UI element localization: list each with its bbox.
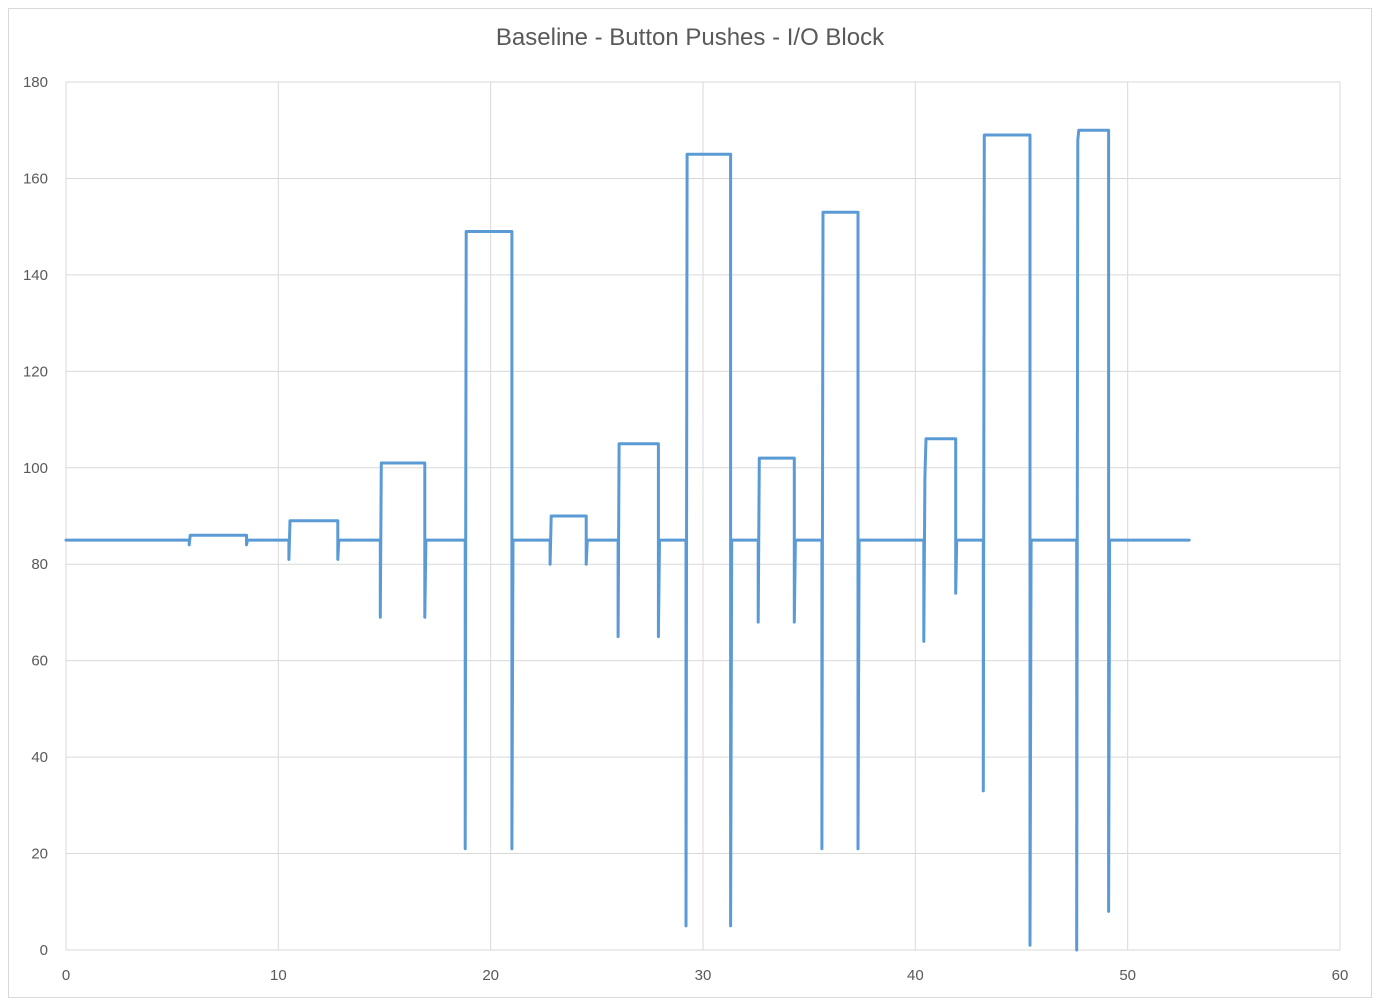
- y-tick-label: 160: [23, 170, 48, 187]
- series-group: [64, 128, 1191, 952]
- chart-title: Baseline - Button Pushes - I/O Block: [495, 24, 885, 51]
- x-tick-label: 30: [695, 967, 712, 984]
- gridlines: [66, 81, 1341, 950]
- axes: [65, 82, 1340, 951]
- y-tick-label: 100: [23, 460, 48, 477]
- y-tick-label: 20: [31, 846, 48, 863]
- x-tick-label: 50: [1119, 967, 1136, 984]
- x-tick-label: 0: [62, 967, 70, 984]
- x-tick-label: 20: [482, 967, 499, 984]
- tick-labels: 0 20 40 60 80 100 120 140 160 180 0 10 20 30 40 50 60: [23, 74, 1348, 984]
- series-line-1: [64, 128, 1191, 952]
- y-tick-label: 0: [40, 942, 48, 959]
- x-tick-label: 40: [907, 967, 924, 984]
- x-tick-label: 60: [1332, 967, 1349, 984]
- x-tick-label: 10: [270, 967, 287, 984]
- chart-frame: [8, 8, 1372, 998]
- y-tick-label: 120: [23, 363, 48, 380]
- y-tick-label: 140: [23, 267, 48, 284]
- y-tick-label: 80: [31, 556, 48, 573]
- y-tick-label: 60: [31, 653, 48, 670]
- y-tick-label: 40: [31, 749, 48, 766]
- y-tick-label: 180: [23, 74, 48, 91]
